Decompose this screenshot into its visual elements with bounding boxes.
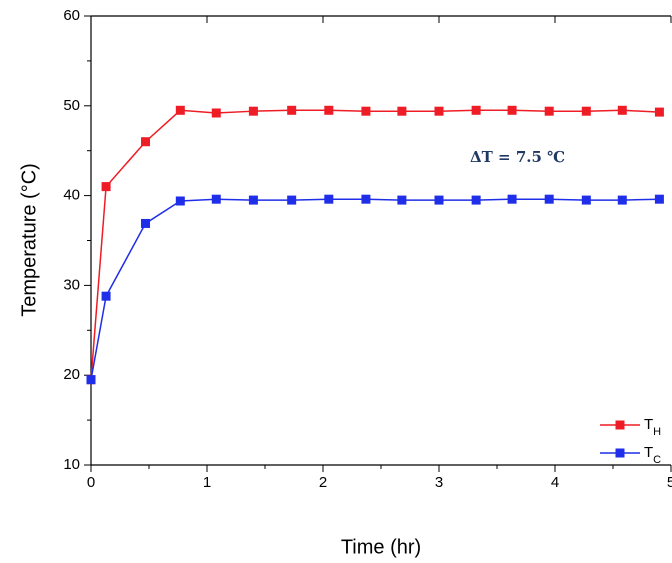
data-point (141, 137, 151, 147)
y-tick-label: 10 (63, 456, 80, 473)
data-point (471, 105, 481, 115)
data-point (361, 194, 371, 204)
data-point (361, 106, 371, 116)
annotation: ΔT = 7.5 ℃ (470, 148, 565, 166)
data-point (397, 195, 407, 205)
data-point (101, 182, 111, 192)
data-point (434, 195, 444, 205)
data-point (654, 194, 664, 204)
data-point (287, 105, 297, 115)
data-point (101, 291, 111, 301)
x-tick-label: 1 (203, 474, 211, 491)
x-tick-label: 3 (435, 474, 443, 491)
data-point (617, 195, 627, 205)
legend-marker (615, 448, 625, 458)
y-axis-label: Temperature (°C) (18, 163, 40, 317)
data-point (324, 194, 334, 204)
y-tick-label: 50 (63, 97, 80, 114)
series-line (90, 198, 660, 380)
x-axis-label: Time (hr) (341, 536, 421, 558)
data-point (507, 105, 517, 115)
y-tick-label: 60 (63, 7, 80, 24)
data-point (581, 106, 591, 116)
data-point (175, 196, 185, 206)
data-point (581, 195, 591, 205)
data-point (248, 106, 258, 116)
legend-label: TH (644, 416, 661, 438)
y-tick-label: 40 (63, 187, 80, 204)
y-tick-label: 20 (63, 366, 80, 383)
data-point (471, 195, 481, 205)
x-tick-label: 4 (551, 474, 559, 491)
data-point (617, 105, 627, 115)
legend-label: TC (644, 444, 661, 466)
data-point (248, 195, 258, 205)
data-point (507, 194, 517, 204)
x-tick-label: 5 (667, 474, 672, 491)
series-line (90, 109, 660, 380)
data-point (324, 105, 334, 115)
data-point (544, 194, 554, 204)
data-point (397, 106, 407, 116)
data-point (434, 106, 444, 116)
data-point (544, 106, 554, 116)
data-point (141, 218, 151, 228)
data-point (654, 107, 664, 117)
x-tick-label: 2 (319, 474, 327, 491)
data-point (86, 375, 96, 385)
data-point (211, 108, 221, 118)
data-point (175, 105, 185, 115)
data-point (211, 194, 221, 204)
legend-marker (615, 420, 625, 430)
data-point (287, 195, 297, 205)
x-tick-label: 0 (87, 474, 95, 491)
y-tick-label: 30 (63, 276, 80, 293)
